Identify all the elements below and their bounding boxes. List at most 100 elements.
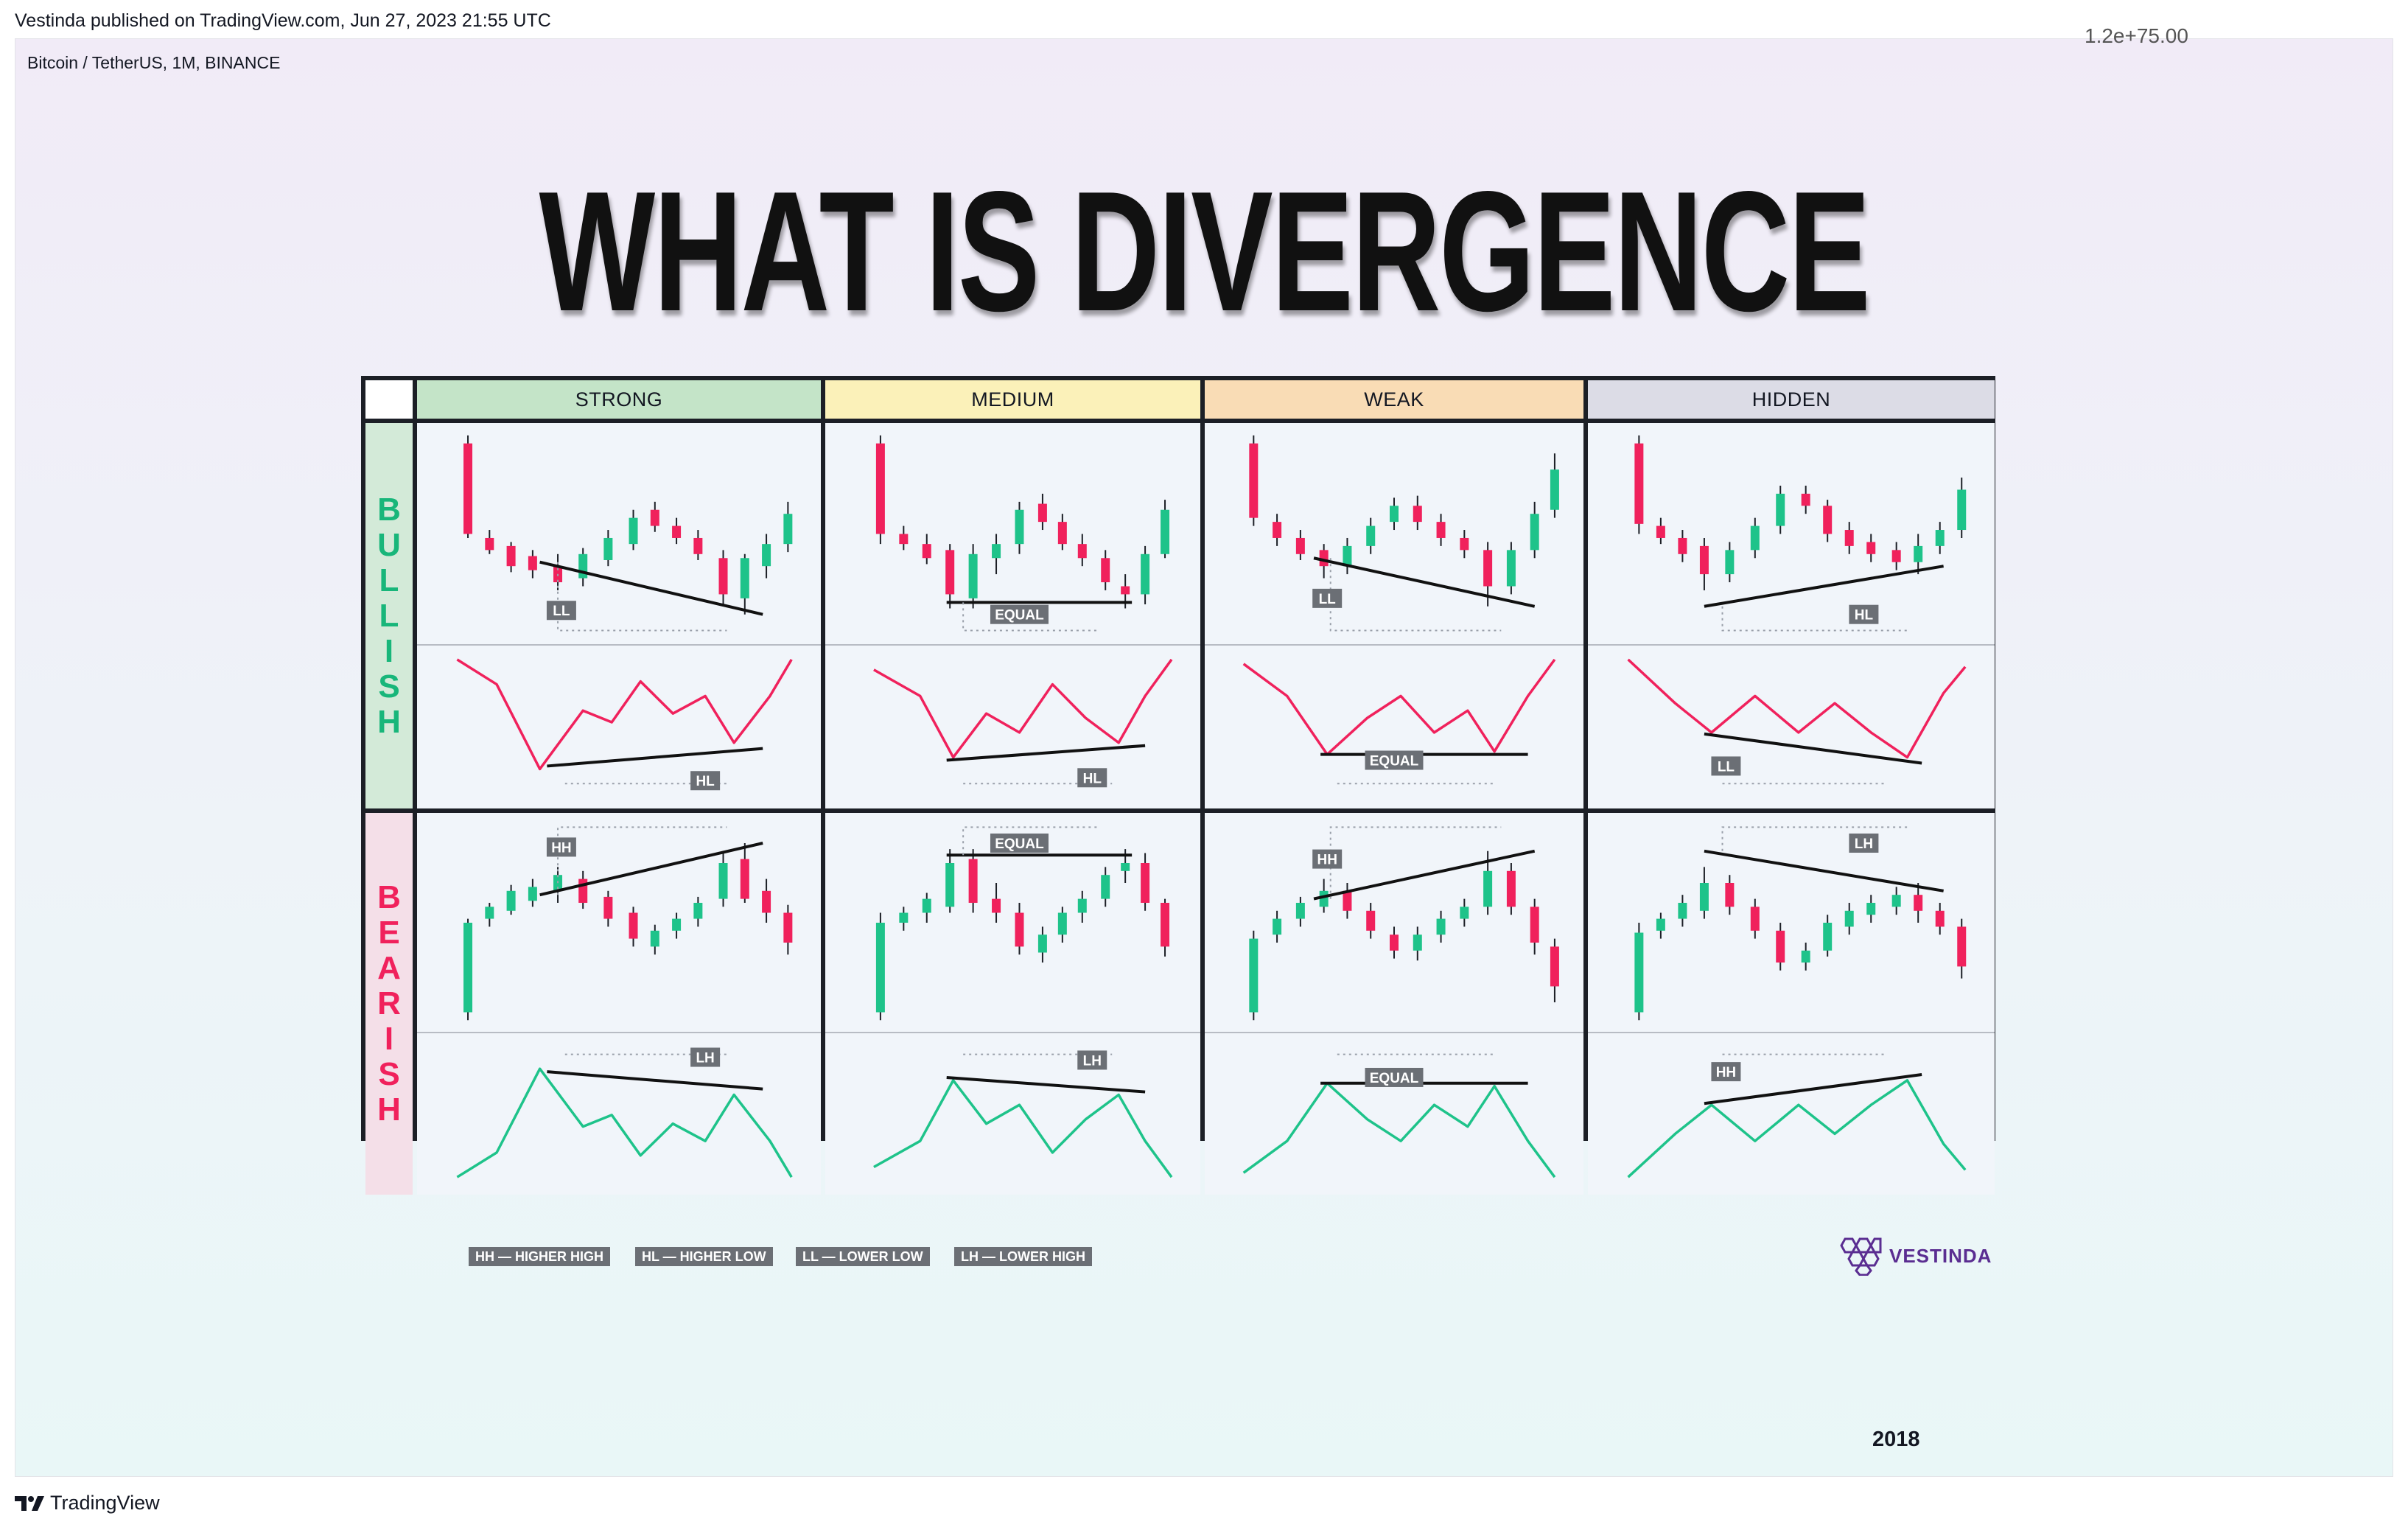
indicator-tag-text: EQUAL bbox=[1370, 754, 1419, 769]
cell-bullish-medium: EQUAL HL bbox=[825, 423, 1200, 808]
candle-body bbox=[762, 544, 771, 567]
candle-body bbox=[1273, 918, 1282, 935]
cell-bearish-strong: HH LH bbox=[417, 813, 821, 1195]
candle-body bbox=[1057, 522, 1067, 545]
candle-body bbox=[1914, 895, 1923, 911]
oscillator-line bbox=[456, 1067, 793, 1178]
price-tag-text: HH bbox=[1317, 853, 1337, 868]
candle-body bbox=[783, 514, 793, 545]
candle-body bbox=[1634, 443, 1644, 524]
cell-bullish-weak: LL EQUAL bbox=[1205, 423, 1583, 808]
legend-higher-high: HH — HIGHER HIGH bbox=[469, 1247, 611, 1266]
column-header-strong: STRONG bbox=[417, 380, 821, 419]
candle-body bbox=[1343, 545, 1352, 567]
cell-bullish-strong: LL HL bbox=[417, 423, 821, 808]
indicator-trend-line bbox=[946, 744, 1146, 762]
indicator-tag-text: LH bbox=[696, 1051, 714, 1066]
candle-body bbox=[968, 859, 978, 903]
row-label-letter: H bbox=[377, 1091, 401, 1128]
time-axis-label: 2018 bbox=[1872, 1428, 1920, 1451]
price-guide-dots bbox=[1329, 826, 1502, 899]
candle-body bbox=[1844, 910, 1854, 927]
candle-body bbox=[463, 443, 473, 534]
legend-higher-low: HL — HIGHER LOW bbox=[635, 1247, 773, 1266]
oscillator-line bbox=[1627, 1079, 1967, 1178]
candle-body bbox=[718, 863, 728, 899]
candle-body bbox=[1550, 946, 1559, 987]
indicator-trend-line bbox=[1704, 1073, 1922, 1105]
row-label-letter: H bbox=[377, 703, 401, 740]
column-header-weak: WEAK bbox=[1205, 380, 1583, 419]
divergence-diagram: EQUAL HL bbox=[825, 435, 1200, 788]
candle-body bbox=[1249, 443, 1259, 518]
candle-body bbox=[1273, 522, 1282, 538]
candle-body bbox=[1015, 509, 1024, 545]
row-label-letter: B bbox=[377, 879, 401, 915]
row-label-letter: R bbox=[377, 985, 401, 1021]
price-tag-bg bbox=[1849, 834, 1879, 853]
candle-body bbox=[528, 887, 537, 901]
indicator-tag-bg bbox=[1077, 1050, 1107, 1070]
indicator-tag-text: LL bbox=[1718, 759, 1735, 775]
price-tag-text: EQUAL bbox=[995, 608, 1044, 623]
row-label-letter: I bbox=[384, 632, 394, 669]
candle-body bbox=[578, 878, 588, 903]
candle-body bbox=[1776, 493, 1785, 526]
candle-body bbox=[1801, 950, 1810, 963]
indicator-tag: LH bbox=[690, 1047, 721, 1067]
indicator-tag-bg bbox=[1365, 750, 1424, 770]
price-guide-dots bbox=[1721, 606, 1908, 632]
divergence-diagram: LL HL bbox=[417, 435, 821, 791]
candle-body bbox=[1249, 938, 1259, 1013]
price-tag: LL bbox=[546, 601, 576, 621]
candle-body bbox=[1725, 883, 1735, 907]
row-label-letter: S bbox=[378, 1056, 400, 1092]
indicator-tag: LH bbox=[1077, 1050, 1107, 1070]
candle-body bbox=[1436, 522, 1446, 538]
price-tag-bg bbox=[1312, 588, 1343, 608]
price-tag: EQUAL bbox=[990, 604, 1049, 624]
price-tag-text: HL bbox=[1855, 608, 1874, 623]
candle-body bbox=[1776, 930, 1785, 963]
candle-body bbox=[783, 912, 793, 943]
price-guide-dots bbox=[1721, 826, 1908, 851]
vestinda-logo: VESTINDA bbox=[1838, 1236, 1992, 1276]
row-label-letter: A bbox=[377, 950, 401, 986]
indicator-trend-line bbox=[547, 1070, 763, 1091]
row-label-letter: I bbox=[384, 1021, 394, 1057]
candle-body bbox=[1530, 514, 1539, 551]
divergence-diagram: LL EQUAL bbox=[1205, 435, 1583, 785]
tradingview-logo-icon bbox=[15, 1495, 44, 1511]
price-tag-bg bbox=[990, 604, 1049, 624]
candle-body bbox=[1823, 506, 1833, 534]
candle-body bbox=[1750, 907, 1760, 931]
indicator-tag: EQUAL bbox=[1365, 1067, 1424, 1087]
price-trend-line bbox=[1313, 556, 1536, 608]
tradingview-footer[interactable]: TradingView bbox=[15, 1492, 160, 1515]
oscillator-line bbox=[1627, 658, 1967, 759]
candle-body bbox=[485, 907, 494, 919]
candle-body bbox=[506, 890, 516, 911]
candle-body bbox=[875, 443, 885, 534]
candle-body bbox=[1891, 895, 1901, 907]
candle-body bbox=[1413, 506, 1422, 523]
candle-body bbox=[1530, 907, 1539, 943]
candle-body bbox=[992, 544, 1001, 559]
price-scale-value: 1.2e+75.00 bbox=[2085, 24, 2188, 47]
cell-bearish-hidden: LH HH bbox=[1588, 813, 1995, 1195]
candle-body bbox=[1077, 544, 1087, 559]
oscillator-line bbox=[456, 658, 793, 771]
candle-body bbox=[1550, 469, 1559, 510]
price-tag: EQUAL bbox=[990, 834, 1049, 853]
candle-body bbox=[1656, 525, 1665, 538]
price-tag-bg bbox=[1312, 849, 1343, 869]
candle-body bbox=[1725, 550, 1735, 575]
candle-body bbox=[1121, 863, 1130, 871]
price-guide-dots bbox=[962, 826, 1099, 856]
candle-body bbox=[1935, 910, 1945, 927]
legend-lower-high: LH — LOWER HIGH bbox=[954, 1247, 1092, 1266]
candle-body bbox=[485, 537, 494, 551]
price-tag: LH bbox=[1849, 834, 1879, 853]
